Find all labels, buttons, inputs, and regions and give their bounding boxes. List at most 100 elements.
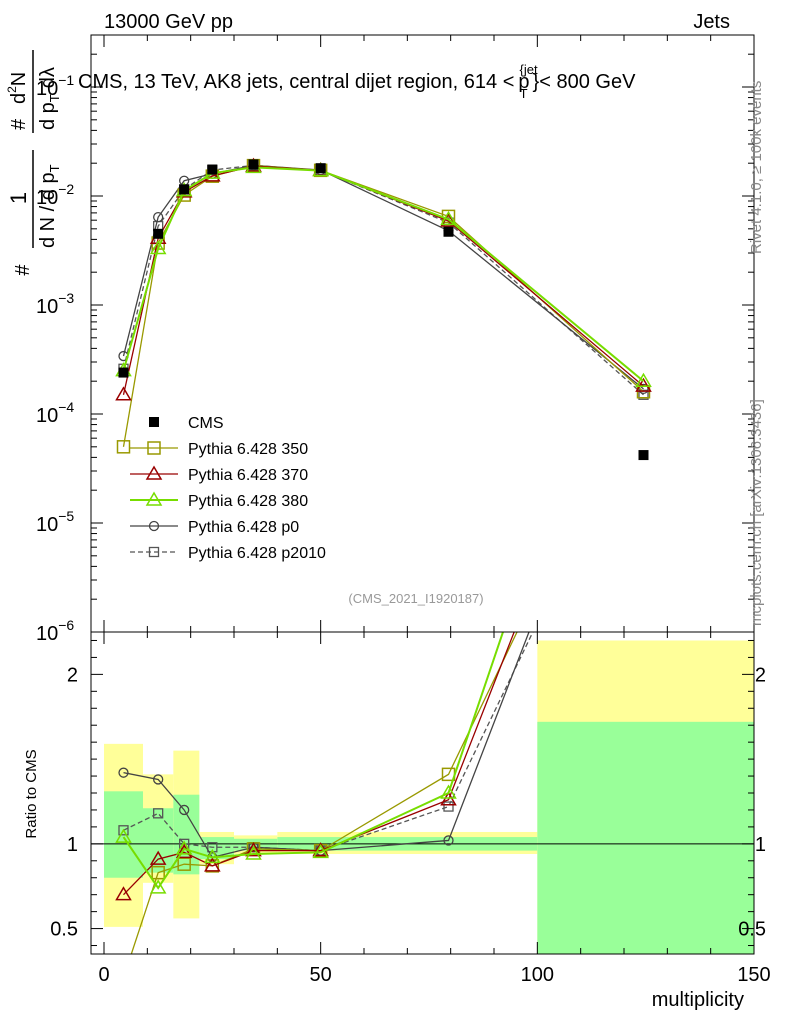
ratio-panel-series [91,632,754,954]
y-tick-base: 10 [36,187,58,209]
title-brace: } [533,71,540,93]
legend-label-cms: CMS [188,415,224,432]
point-p380-6 [440,210,457,226]
legend-label-p370: Pythia 6.428 370 [188,467,308,484]
x-axis-label: multiplicity [652,989,744,1011]
ratio-point-p380-5 [312,843,329,859]
ylabel-den: d N / d pT [37,164,62,248]
point-p350-0 [116,440,131,454]
main-y-axis-label: # 1 d N / d pT # d2N d pTdλ [5,50,62,276]
ratio-point-p2010-1 [153,808,164,819]
ylabel-den-sub: T [47,164,62,172]
ratio-point-p0-6 [443,835,454,846]
ratio-line-p350 [130,632,518,954]
analysis-watermark: (CMS_2021_I1920187) [348,591,483,606]
ylabel-dlambda: dλ [37,67,59,88]
ratio-y-tick-label: 0.5 [50,919,78,941]
y-tick-label: 10−1 [36,72,74,100]
ratio-point-p370-3 [204,857,221,872]
ratio-point-p0-0 [118,767,129,778]
ratio-line-p370 [123,632,515,896]
point-p380-1 [149,239,167,255]
point-p370-6 [440,212,457,227]
point-cms-4 [248,159,259,170]
y-tick-exp: −1 [58,72,74,88]
y-tick-label: 10−2 [36,181,74,209]
ylabel-hash-mid: # [8,118,30,130]
ratio-point-p380-4 [245,845,262,860]
y-tick-base: 10 [36,296,58,318]
ratio-point-p370-6 [440,791,457,806]
ylabel-den-text: d N / d p [37,172,59,248]
legend-label-p2010: Pythia 6.428 p2010 [188,545,326,562]
legend: CMS Pythia 6.428 350 Pythia 6.428 370 Pythi… [130,415,326,562]
y-tick-exp: −3 [58,290,74,306]
point-cms-6 [443,226,454,237]
ylabel-dp-text: d p [37,102,59,130]
ratio-point-p2010-6 [443,801,454,812]
point-cms-2 [179,184,190,195]
legend-marker-p380 [145,491,163,506]
energy-label: 13000 GeV pp [104,11,233,33]
main-title: CMS, 13 TeV, AK8 jets, central dijet reg… [78,62,636,101]
legend-label-p380: Pythia 6.428 380 [188,493,308,510]
band-inner-6 [537,721,754,954]
ratio-y-tick-label-right: 0.5 [738,919,766,941]
x-tick-label: 150 [737,964,770,986]
point-p370-7 [635,377,652,392]
ratio-uncertainty-bands [104,640,754,954]
source-label: mcplots.cern.ch [arXiv:1306.3436] [748,399,765,626]
title-prefix: CMS, 13 TeV, AK8 jets, central dijet reg… [78,71,514,93]
ylabel-num-d: d [8,93,30,104]
legend-marker-p370 [145,465,163,480]
ratio-point-p0-2 [179,804,190,816]
y-tick-exp: −4 [58,399,74,415]
x-tick-label: 100 [521,964,554,986]
ratio-point-p2010-0 [118,825,129,836]
legend-label-p0: Pythia 6.428 p0 [188,519,299,536]
ratio-point-p370-1 [149,850,167,865]
ratio-point-p370-0 [115,886,132,901]
title-pt: p [518,71,529,93]
ratio-line-p2010 [123,632,534,852]
y-tick-exp: −2 [58,181,74,197]
point-p2010-7 [638,389,649,400]
ratio-axis-ticks: 0 50 100 150 0.5 0.5 1 1 2 2 [50,632,771,986]
ratio-line-p380 [122,632,505,890]
ratio-y-tick-label: 2 [67,664,78,686]
y-tick-label: 10−3 [36,290,74,318]
ylabel-num-n: N [8,72,30,86]
ratio-y-tick-label-right: 2 [755,664,766,686]
series-line-p380 [122,166,645,382]
ratio-point-p380-6 [440,784,457,799]
y-tick-label: 10−6 [36,617,74,645]
y-tick-base: 10 [36,405,58,427]
x-tick-label: 0 [98,964,109,986]
title-pt-sub: T [520,86,528,101]
legend-label-p350: Pythia 6.428 350 [188,441,308,458]
ylabel-num: d2N [5,72,30,104]
ratio-point-p370-2 [175,843,193,859]
ratio-point-p370-4 [245,842,262,857]
ratio-point-p380-3 [204,848,221,864]
y-tick-label: 10−5 [36,508,74,536]
ylabel-dp-sub: T [47,94,62,102]
ratio-point-p380-1 [149,879,167,894]
y-tick-label: 10−4 [36,399,74,427]
ratio-y-tick-label-right: 1 [755,834,766,856]
ylabel-one: 1 [6,192,31,204]
main-axis-ticks: 10−110−210−310−410−510−6 [36,35,755,645]
series-line-p2010 [122,164,644,396]
series-line-p0 [122,164,644,390]
point-cms-1 [153,228,164,239]
ratio-point-p350-1 [151,865,165,880]
ratio-point-p350-2 [177,857,191,871]
main-panel-series [115,157,652,461]
rivet-version-label: Rivet 4.1.0, ≥ 100k events [748,81,765,254]
ylabel-num-sup: 2 [5,86,19,93]
ylabel-dp: d pTdλ [37,67,62,130]
band-inner-4 [234,838,278,851]
point-p0-1 [153,211,164,223]
ratio-line-p0 [123,632,530,859]
